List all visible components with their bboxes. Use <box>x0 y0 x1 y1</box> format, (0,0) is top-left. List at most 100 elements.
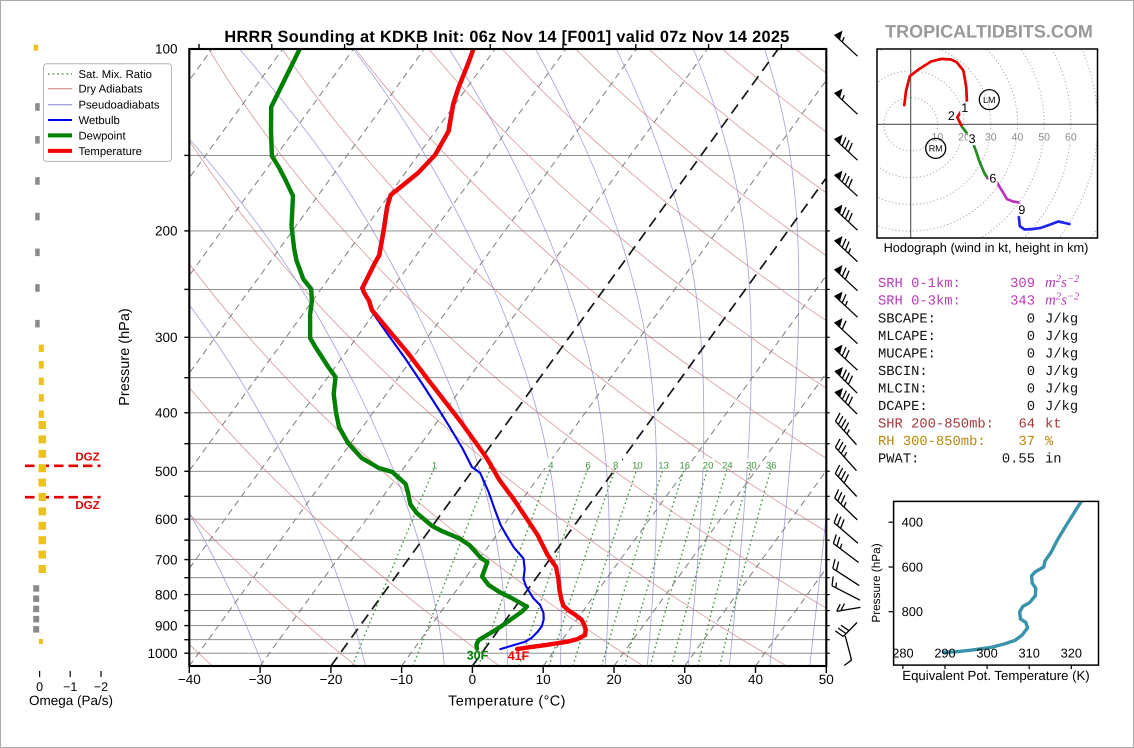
svg-text:−20: −20 <box>319 672 342 687</box>
svg-text:TROPICALTIDBITS.COM: TROPICALTIDBITS.COM <box>885 22 1093 42</box>
svg-text:400: 400 <box>902 515 923 530</box>
svg-text:RM: RM <box>929 144 943 154</box>
svg-text:30: 30 <box>677 672 692 687</box>
svg-text:24: 24 <box>722 460 733 471</box>
svg-text:800: 800 <box>902 604 923 619</box>
svg-text:30: 30 <box>985 132 997 144</box>
svg-text:J/kg: J/kg <box>1045 365 1078 380</box>
svg-text:SRH 0-1km:: SRH 0-1km: <box>878 277 961 292</box>
svg-text:64: 64 <box>1018 417 1035 432</box>
svg-text:0: 0 <box>1027 312 1035 327</box>
svg-text:290: 290 <box>934 646 955 661</box>
svg-text:0: 0 <box>1027 347 1035 362</box>
svg-text:6: 6 <box>586 460 591 471</box>
svg-text:−10: −10 <box>390 672 413 687</box>
svg-text:Pseudoadiabats: Pseudoadiabats <box>79 100 160 112</box>
svg-text:−1: −1 <box>63 680 77 694</box>
svg-text:−40: −40 <box>178 672 201 687</box>
svg-text:−30: −30 <box>249 672 272 687</box>
svg-text:41F: 41F <box>508 649 530 663</box>
svg-text:500: 500 <box>155 464 178 479</box>
svg-text:SHR 200-850mb:: SHR 200-850mb: <box>878 417 994 432</box>
svg-text:J/kg: J/kg <box>1045 330 1078 345</box>
svg-text:309: 309 <box>1010 277 1035 292</box>
svg-text:300: 300 <box>976 646 997 661</box>
svg-text:kt: kt <box>1045 417 1062 432</box>
svg-text:13: 13 <box>658 460 669 471</box>
svg-text:m2s−2: m2s−2 <box>1045 291 1080 308</box>
svg-text:RH 300-850mb:: RH 300-850mb: <box>878 435 986 450</box>
svg-text:J/kg: J/kg <box>1045 312 1078 327</box>
svg-text:J/kg: J/kg <box>1045 400 1078 415</box>
svg-text:20: 20 <box>703 460 714 471</box>
svg-text:16: 16 <box>680 460 691 471</box>
svg-text:MUCAPE:: MUCAPE: <box>878 347 936 362</box>
svg-text:LM: LM <box>983 95 996 105</box>
svg-text:0: 0 <box>1027 382 1035 397</box>
svg-text:30F: 30F <box>467 649 489 663</box>
svg-text:in: in <box>1045 452 1062 467</box>
svg-text:40: 40 <box>1012 132 1024 144</box>
svg-text:1: 1 <box>432 460 437 471</box>
svg-text:Wetbulb: Wetbulb <box>79 115 120 127</box>
svg-text:50: 50 <box>819 672 834 687</box>
svg-text:310: 310 <box>1019 646 1040 661</box>
svg-text:DGZ: DGZ <box>75 500 99 512</box>
svg-text:SBCAPE:: SBCAPE: <box>878 312 936 327</box>
svg-text:900: 900 <box>155 618 178 633</box>
svg-text:MLCAPE:: MLCAPE: <box>878 330 936 345</box>
svg-text:DCAPE:: DCAPE: <box>878 400 928 415</box>
svg-text:Hodograph (wind in kt, height: Hodograph (wind in kt, height in km) <box>884 240 1089 255</box>
svg-text:1: 1 <box>961 101 968 115</box>
svg-text:320: 320 <box>1061 646 1082 661</box>
svg-text:20: 20 <box>606 672 621 687</box>
svg-text:37: 37 <box>1018 435 1035 450</box>
svg-text:0: 0 <box>1027 400 1035 415</box>
svg-text:30: 30 <box>746 460 757 471</box>
svg-text:0: 0 <box>469 672 477 687</box>
svg-text:10: 10 <box>536 672 551 687</box>
svg-text:Temperature: Temperature <box>79 146 142 158</box>
svg-text:0: 0 <box>36 680 43 694</box>
svg-text:300: 300 <box>155 330 178 345</box>
svg-text:Temperature (°C): Temperature (°C) <box>448 694 566 710</box>
svg-text:m2s−2: m2s−2 <box>1045 274 1080 291</box>
svg-text:4: 4 <box>548 460 553 471</box>
svg-text:Pressure (hPa): Pressure (hPa) <box>869 543 883 622</box>
svg-text:SBCIN:: SBCIN: <box>878 365 928 380</box>
svg-text:343: 343 <box>1010 294 1035 309</box>
svg-text:Pressure (hPa): Pressure (hPa) <box>117 308 133 406</box>
svg-text:J/kg: J/kg <box>1045 347 1078 362</box>
svg-text:Dry Adiabats: Dry Adiabats <box>79 84 143 96</box>
svg-text:%: % <box>1045 435 1054 450</box>
svg-text:50: 50 <box>1038 132 1050 144</box>
svg-text:SRH 0-3km:: SRH 0-3km: <box>878 294 961 309</box>
svg-text:0: 0 <box>1027 365 1035 380</box>
svg-text:0: 0 <box>1027 330 1035 345</box>
svg-text:0.55: 0.55 <box>1002 452 1035 467</box>
svg-text:9: 9 <box>1018 203 1025 217</box>
svg-text:Omega (Pa/s): Omega (Pa/s) <box>29 693 113 708</box>
svg-text:Sat. Mix. Ratio: Sat. Mix. Ratio <box>79 69 152 81</box>
svg-text:2: 2 <box>948 109 955 123</box>
svg-text:Dewpoint: Dewpoint <box>79 130 127 142</box>
svg-text:−2: −2 <box>94 680 108 694</box>
svg-text:8: 8 <box>613 460 618 471</box>
svg-text:3: 3 <box>969 132 976 146</box>
svg-text:DGZ: DGZ <box>75 451 99 463</box>
svg-text:36: 36 <box>766 460 777 471</box>
svg-text:400: 400 <box>155 406 178 421</box>
svg-text:700: 700 <box>155 552 178 567</box>
svg-text:Equivalent Pot. Temperature (K: Equivalent Pot. Temperature (K) <box>902 668 1089 683</box>
svg-text:20: 20 <box>958 132 970 144</box>
svg-text:6: 6 <box>989 172 996 186</box>
svg-text:1000: 1000 <box>147 646 177 661</box>
svg-text:PWAT:: PWAT: <box>878 452 919 467</box>
svg-text:200: 200 <box>155 224 178 239</box>
svg-text:280: 280 <box>892 646 913 661</box>
svg-text:10: 10 <box>632 460 643 471</box>
svg-text:60: 60 <box>1065 132 1077 144</box>
svg-text:J/kg: J/kg <box>1045 382 1078 397</box>
svg-text:600: 600 <box>155 512 178 527</box>
svg-text:MLCIN:: MLCIN: <box>878 382 928 397</box>
